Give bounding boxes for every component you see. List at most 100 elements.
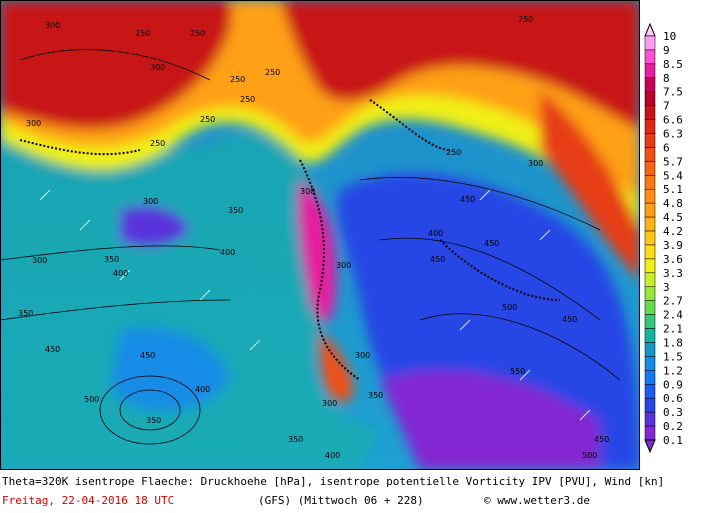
contour-label: 400 — [325, 451, 340, 460]
colorbar-cell — [644, 147, 656, 162]
colorbar-cell — [644, 425, 656, 441]
caption-copyright: © www.wetter3.de — [484, 494, 590, 507]
contour-label: 400 — [220, 248, 235, 257]
colorbar-labels: 1098.587.576.66.365.75.45.14.84.54.23.93… — [663, 30, 683, 447]
pressure-contours — [0, 49, 621, 445]
contour-label: 450 — [484, 239, 499, 248]
contour-label: 400 — [428, 229, 443, 238]
contour-label: 250 — [200, 115, 215, 124]
colorbar-label: 1.5 — [663, 350, 683, 363]
contour-labels: 300 300 250 250 250 250 250 250 250 250 … — [18, 15, 609, 460]
colorbar-cell — [644, 314, 656, 329]
colorbar-cell — [644, 133, 656, 148]
colorbar-cell — [644, 411, 656, 427]
contour-label: 300 — [143, 197, 158, 206]
caption-date: Freitag, 22-04-2016 18 UTC — [2, 494, 175, 507]
colorbar-label: 5.4 — [663, 169, 683, 182]
colorbar-cell — [644, 105, 656, 120]
colorbar-label: 3 — [663, 281, 670, 294]
contour-label: 250 — [190, 29, 205, 38]
pv-field — [0, 0, 640, 470]
colorbar-cell — [644, 286, 656, 301]
colorbar-cell — [644, 342, 656, 357]
contour-label: 250 — [446, 148, 461, 157]
contour-label: 450 — [460, 195, 475, 204]
contour-label: 350 — [146, 416, 161, 425]
contour-label: 500 — [84, 395, 99, 404]
colorbar-cell — [644, 370, 656, 385]
pv-colorbar: 1098.587.576.66.365.75.45.14.84.54.23.93… — [644, 22, 683, 454]
colorbar-label: 1.8 — [663, 336, 683, 349]
colorbar-label: 0.2 — [663, 420, 683, 433]
colorbar-cell — [644, 91, 656, 106]
contour-label: 450 — [45, 345, 60, 354]
colorbar-cell — [644, 356, 656, 371]
contour-label: 250 — [265, 68, 280, 77]
colorbar-cell — [644, 216, 656, 232]
contour-label: 250 — [240, 95, 255, 104]
colorbar-label: 6 — [663, 141, 670, 154]
contour-label: 550 — [510, 367, 525, 376]
colorbar-label: 3.9 — [663, 239, 683, 252]
contour-label: 350 — [288, 435, 303, 444]
contour-label: 350 — [104, 255, 119, 264]
contour-label: 300 — [300, 187, 315, 196]
colorbar-cell — [644, 63, 656, 79]
contour-label: 250 — [230, 75, 245, 84]
contour-label: 450 — [594, 435, 609, 444]
colorbar-cell — [644, 35, 656, 51]
contour-label: 300 — [45, 21, 60, 30]
caption-model: (GFS) (Mittwoch 06 + 228) — [258, 494, 424, 507]
colorbar-label: 4.5 — [663, 211, 683, 224]
contour-label: 350 — [18, 309, 33, 318]
coastlines — [19, 99, 561, 381]
colorbar-cell — [644, 202, 656, 218]
colorbar-label: 7.5 — [663, 86, 683, 99]
contour-label: 300 — [336, 261, 351, 270]
colorbar-cell — [644, 49, 656, 65]
contour-label: 400 — [195, 385, 210, 394]
colorbar-label: 2.1 — [663, 323, 683, 336]
colorbar-label: 2.7 — [663, 295, 683, 308]
colorbar-label: 2.4 — [663, 309, 683, 322]
caption-description: Theta=320K isentrope Flaeche: Druckhoehe… — [2, 475, 665, 488]
colorbar-cells — [644, 22, 656, 454]
colorbar-cell — [644, 272, 656, 288]
contour-label: 300 — [528, 159, 543, 168]
colorbar-cell — [644, 397, 656, 413]
contour-label: 300 — [150, 63, 165, 72]
colorbar-cell — [644, 258, 656, 274]
ipv-map: 300 300 250 250 250 250 250 250 250 250 … — [0, 0, 640, 470]
colorbar-label: 3.6 — [663, 253, 683, 266]
contour-label: 500 — [502, 303, 517, 312]
colorbar-cell — [644, 244, 656, 260]
colorbar-cell — [644, 300, 656, 315]
colorbar-cell — [644, 161, 656, 176]
colorbar-label: 5.7 — [663, 155, 683, 168]
contour-label: 350 — [368, 391, 383, 400]
colorbar-label: 4.8 — [663, 197, 683, 210]
contour-label: 300 — [32, 256, 47, 265]
contour-label: 300 — [322, 399, 337, 408]
contour-label: 450 — [562, 315, 577, 324]
contour-label: 350 — [228, 206, 243, 215]
colorbar-label: 1.2 — [663, 364, 683, 377]
colorbar-label: 4.2 — [663, 225, 683, 238]
contour-label: 250 — [150, 139, 165, 148]
colorbar-cell — [644, 328, 656, 343]
contour-label: 300 — [26, 119, 41, 128]
colorbar-label: 6.3 — [663, 128, 683, 141]
colorbar-label: 0.9 — [663, 378, 683, 391]
colorbar-label: 8.5 — [663, 58, 683, 71]
contour-label: 250 — [518, 15, 533, 24]
colorbar-cell — [644, 188, 656, 204]
wind-barbs — [39, 189, 591, 421]
colorbar-label: 10 — [663, 30, 676, 43]
contour-label: 250 — [135, 29, 150, 38]
colorbar-label: 9 — [663, 44, 670, 57]
colorbar-label: 0.6 — [663, 392, 683, 405]
colorbar-label: 6.6 — [663, 114, 683, 127]
colorbar-bottom-arrow — [644, 439, 656, 454]
colorbar-cell — [644, 230, 656, 246]
contour-label: 300 — [355, 351, 370, 360]
